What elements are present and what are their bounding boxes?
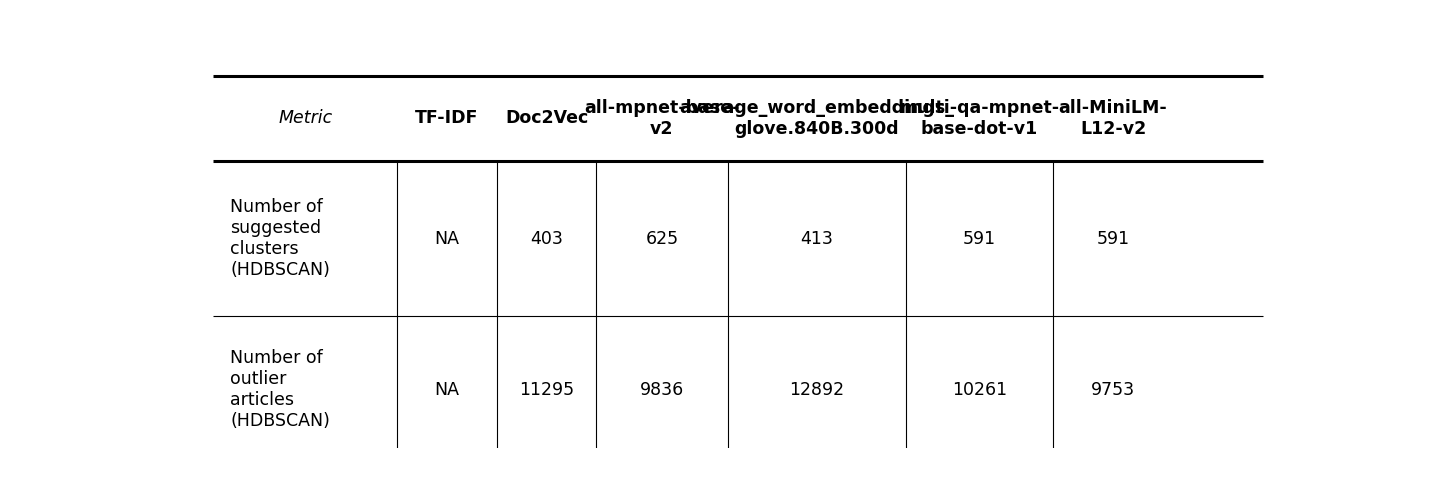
Text: TF-IDF: TF-IDF <box>415 110 478 127</box>
Text: average_word_embeddings_
glove.840B.300d: average_word_embeddings_ glove.840B.300d <box>680 99 955 138</box>
Text: 9753: 9753 <box>1092 381 1135 398</box>
Text: NA: NA <box>435 229 459 247</box>
Text: all-mpnet-base-
v2: all-mpnet-base- v2 <box>585 99 740 138</box>
Text: 591: 591 <box>963 229 996 247</box>
Text: all-MiniLM-
L12-v2: all-MiniLM- L12-v2 <box>1058 99 1168 138</box>
Text: 625: 625 <box>645 229 678 247</box>
Text: NA: NA <box>435 381 459 398</box>
Text: Metric: Metric <box>278 110 333 127</box>
Text: 413: 413 <box>801 229 834 247</box>
Text: Doc2Vec: Doc2Vec <box>505 110 588 127</box>
Text: 591: 591 <box>1096 229 1129 247</box>
Text: 10261: 10261 <box>952 381 1007 398</box>
Text: 11295: 11295 <box>518 381 575 398</box>
Text: Number of
outlier
articles
(HDBSCAN): Number of outlier articles (HDBSCAN) <box>230 350 330 430</box>
Text: multi-qa-mpnet-
base-dot-v1: multi-qa-mpnet- base-dot-v1 <box>899 99 1060 138</box>
Text: 9836: 9836 <box>639 381 684 398</box>
Text: 403: 403 <box>530 229 563 247</box>
Text: 12892: 12892 <box>789 381 844 398</box>
Text: Number of
suggested
clusters
(HDBSCAN): Number of suggested clusters (HDBSCAN) <box>230 198 330 279</box>
